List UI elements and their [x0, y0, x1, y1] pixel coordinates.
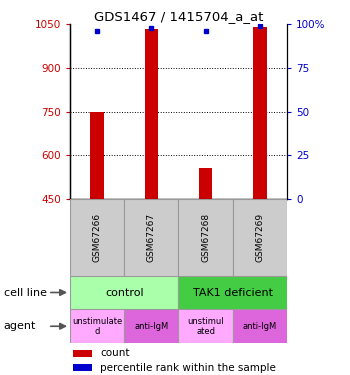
- Bar: [73, 364, 92, 371]
- Text: GSM67267: GSM67267: [147, 213, 156, 262]
- Text: unstimulate
d: unstimulate d: [72, 316, 122, 336]
- FancyBboxPatch shape: [70, 309, 124, 343]
- FancyBboxPatch shape: [233, 199, 287, 276]
- Text: control: control: [105, 288, 144, 297]
- FancyBboxPatch shape: [233, 309, 287, 343]
- Text: unstimul
ated: unstimul ated: [187, 316, 224, 336]
- Text: count: count: [100, 348, 130, 358]
- FancyBboxPatch shape: [178, 199, 233, 276]
- Text: cell line: cell line: [4, 288, 47, 297]
- Text: GSM67269: GSM67269: [256, 213, 264, 262]
- FancyBboxPatch shape: [178, 276, 287, 309]
- FancyBboxPatch shape: [70, 276, 178, 309]
- Bar: [199, 168, 212, 199]
- Text: anti-IgM: anti-IgM: [243, 322, 277, 331]
- Bar: [145, 29, 158, 199]
- Text: percentile rank within the sample: percentile rank within the sample: [100, 363, 276, 373]
- Bar: [253, 27, 267, 199]
- FancyBboxPatch shape: [178, 309, 233, 343]
- Text: anti-IgM: anti-IgM: [134, 322, 168, 331]
- Bar: [90, 112, 104, 199]
- Text: agent: agent: [4, 321, 36, 331]
- Title: GDS1467 / 1415704_a_at: GDS1467 / 1415704_a_at: [94, 10, 263, 23]
- Text: TAK1 deficient: TAK1 deficient: [193, 288, 273, 297]
- FancyBboxPatch shape: [124, 309, 178, 343]
- Bar: [73, 350, 92, 357]
- Text: GSM67268: GSM67268: [201, 213, 210, 262]
- Text: GSM67266: GSM67266: [93, 213, 101, 262]
- FancyBboxPatch shape: [70, 199, 124, 276]
- FancyBboxPatch shape: [124, 199, 178, 276]
